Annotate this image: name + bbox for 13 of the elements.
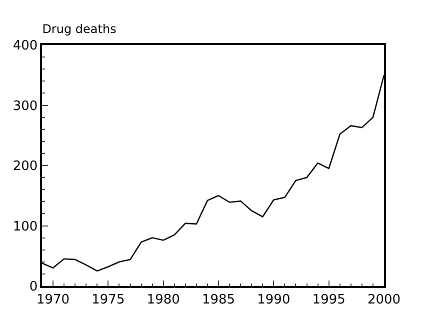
y-tick-label: 400 — [12, 38, 38, 54]
x-tick-label: 1970 — [36, 292, 70, 308]
x-tick-label: 1975 — [92, 292, 125, 308]
x-tick-label: 1985 — [202, 292, 236, 308]
x-tick-label: 1990 — [257, 292, 290, 308]
x-tick-label: 1980 — [146, 292, 180, 308]
chart-title: Drug deaths — [42, 22, 116, 36]
x-tick-label: 2000 — [367, 292, 401, 308]
y-tick-label: 200 — [12, 159, 38, 174]
y-tick-label: 100 — [12, 219, 38, 234]
y-tick-label: 0 — [29, 280, 38, 295]
x-tick-label: 1995 — [312, 292, 346, 308]
y-tick-label: 300 — [12, 98, 38, 114]
